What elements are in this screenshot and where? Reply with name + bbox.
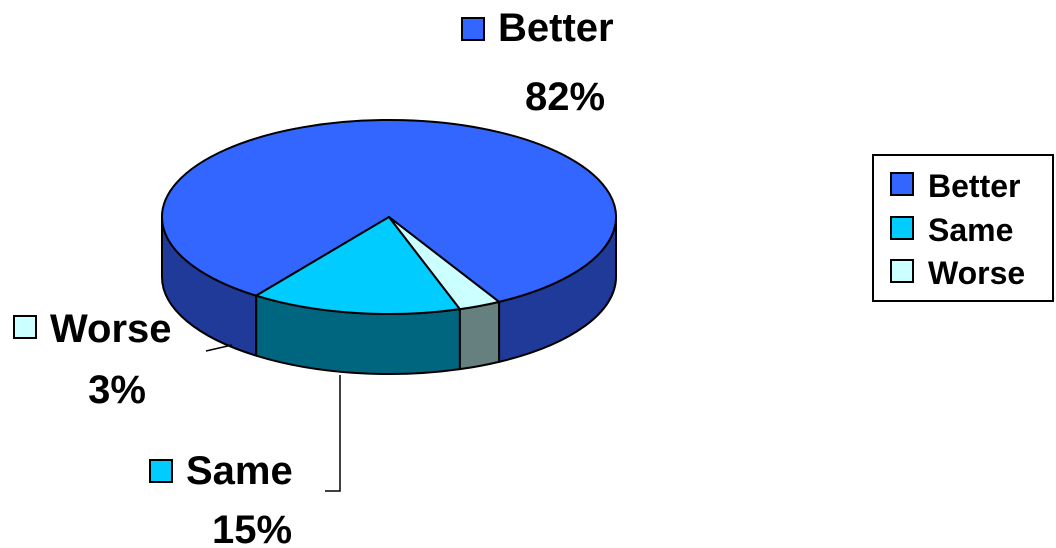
data-label-swatch-same <box>149 459 173 483</box>
legend-entry-same: Same <box>890 212 1013 248</box>
pie-slice-same <box>255 216 461 316</box>
legend-label-same: Same <box>928 212 1013 248</box>
data-label-better-value: 82% <box>525 75 605 119</box>
data-label-better: Better 82% <box>461 6 614 119</box>
data-label-worse-value: 3% <box>88 368 146 412</box>
legend-label-worse: Worse <box>928 255 1025 291</box>
data-label-same: Same 15% <box>149 449 293 548</box>
data-label-worse: Worse 3% <box>13 307 172 412</box>
data-label-swatch-better <box>461 17 485 41</box>
leader-lines <box>205 344 341 492</box>
leader-line-same <box>325 375 341 492</box>
legend: Better Same Worse <box>872 154 1054 302</box>
pie-slice-better <box>161 119 617 303</box>
legend-entry-better: Better <box>890 168 1020 204</box>
legend-swatch-better <box>890 172 914 196</box>
legend-swatch-worse <box>890 259 914 283</box>
pie-top <box>161 119 617 316</box>
data-label-worse-name: Worse <box>50 307 172 351</box>
pie-slice-worse <box>388 216 501 311</box>
data-label-better-name: Better <box>498 6 614 50</box>
leader-line-worse <box>205 344 233 352</box>
legend-label-better: Better <box>928 168 1020 204</box>
legend-entry-worse: Worse <box>890 255 1025 291</box>
data-label-swatch-worse <box>13 315 37 339</box>
data-label-same-value: 15% <box>212 508 292 548</box>
data-label-same-name: Same <box>186 449 293 493</box>
legend-swatch-same <box>890 216 914 240</box>
pie-side-worse <box>458 300 501 371</box>
